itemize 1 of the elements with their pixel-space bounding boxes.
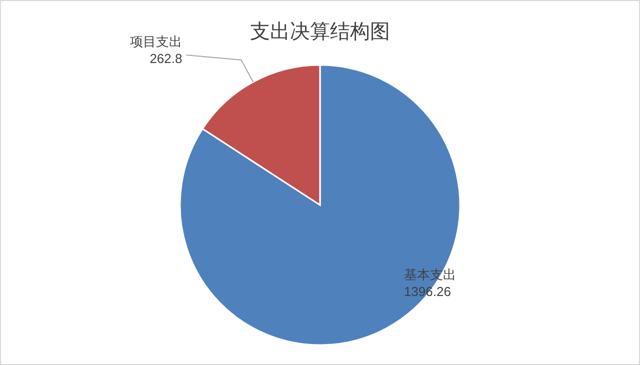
- title: 支出决算结构图: [250, 21, 390, 43]
